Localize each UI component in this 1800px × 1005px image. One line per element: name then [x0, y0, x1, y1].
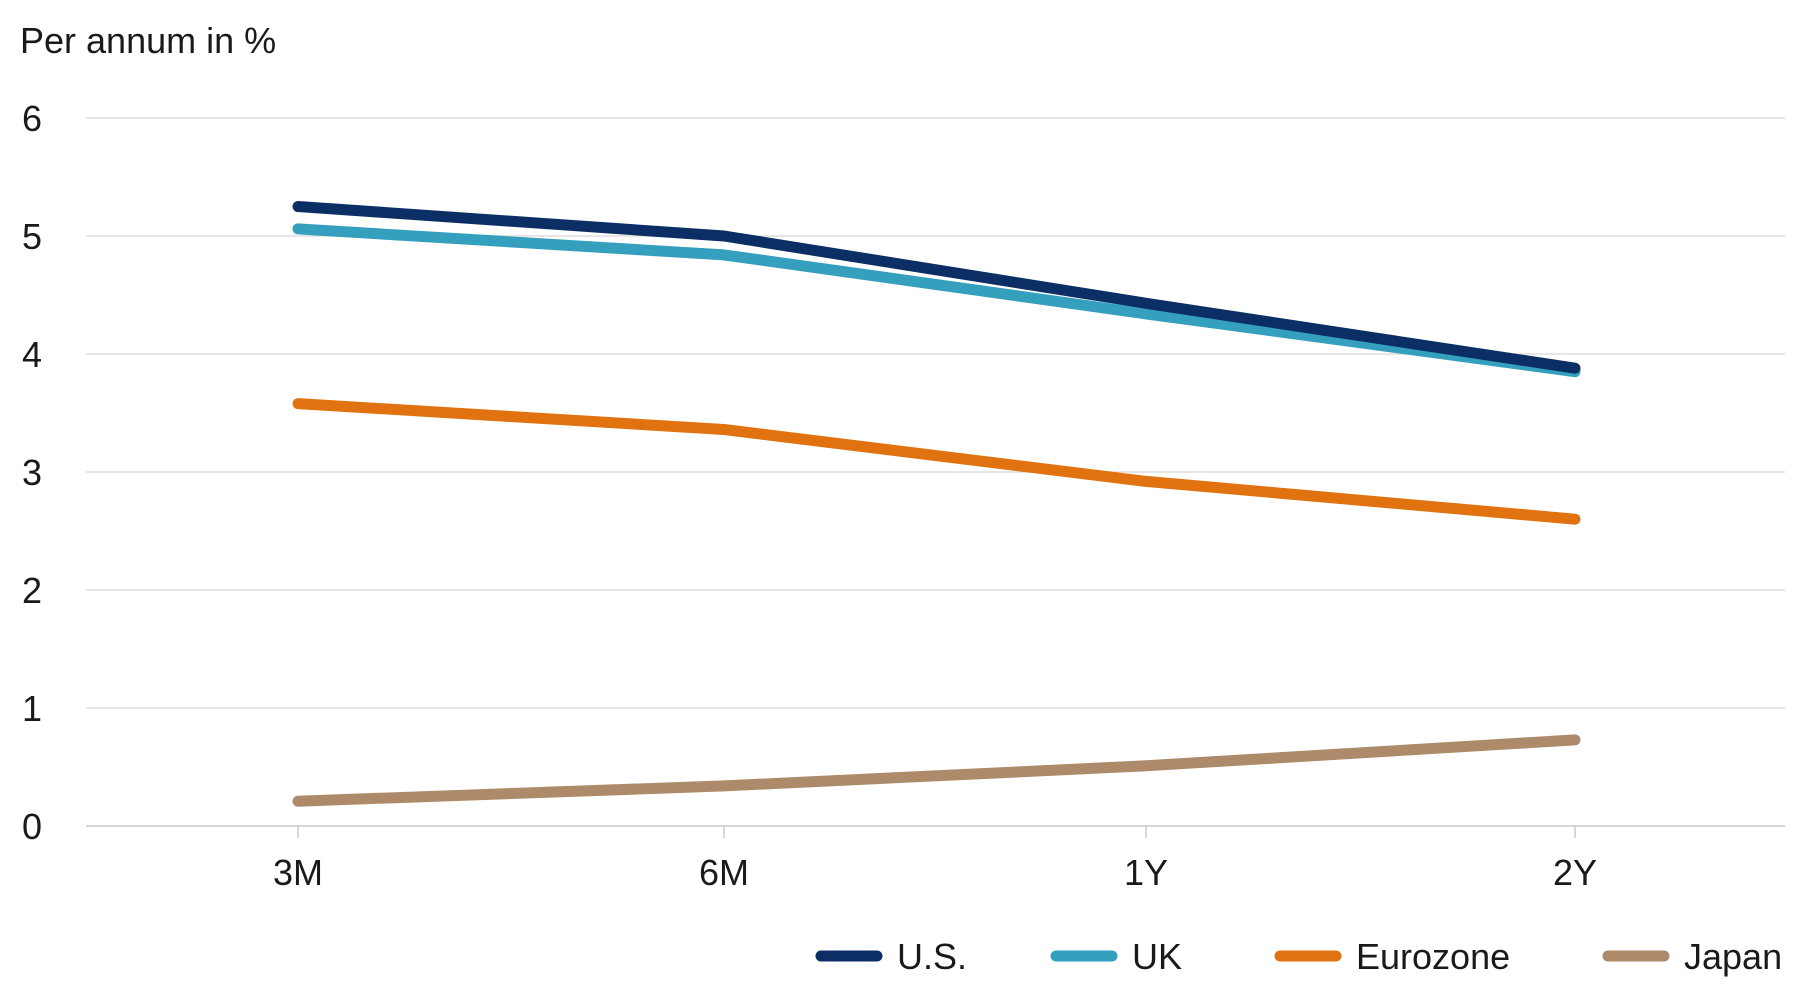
series-line-u-s	[292, 201, 1581, 374]
legend-label-japan: Japan	[1684, 936, 1782, 977]
legend-label-uk: UK	[1132, 936, 1182, 977]
series-line-eurozone	[292, 398, 1581, 525]
y-tick-labels: 0 1 2 3 4 5 6	[22, 98, 42, 847]
series-line-japan	[292, 734, 1581, 807]
x-tick-label: 6M	[699, 852, 749, 893]
y-tick-label: 1	[22, 688, 42, 729]
y-tick-label: 0	[22, 806, 42, 847]
y-axis-label: Per annum in %	[20, 20, 276, 61]
series-line-uk	[292, 223, 1581, 378]
series-lines	[292, 201, 1581, 807]
y-tick-label: 2	[22, 570, 42, 611]
x-tick-label: 2Y	[1553, 852, 1597, 893]
gridlines	[86, 117, 1785, 827]
x-tick-label: 3M	[273, 852, 323, 893]
legend-label-u-s: U.S.	[897, 936, 967, 977]
y-tick-label: 4	[22, 334, 42, 375]
y-tick-label: 3	[22, 452, 42, 493]
y-tick-label: 6	[22, 98, 42, 139]
legend: U.S. UK Eurozone Japan	[815, 936, 1782, 977]
x-tick-label: 1Y	[1124, 852, 1168, 893]
y-tick-label: 5	[22, 216, 42, 257]
legend-label-eurozone: Eurozone	[1356, 936, 1510, 977]
x-tick-labels: 3M 6M 1Y 2Y	[273, 826, 1597, 893]
